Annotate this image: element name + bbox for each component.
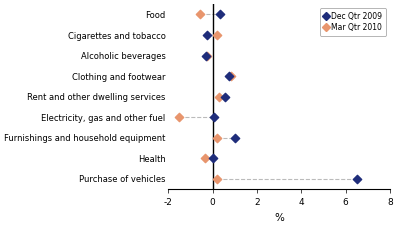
Mar Qtr 2010 (228, 74, 235, 78)
Mar Qtr 2010 (204, 54, 210, 57)
Mar Qtr 2010 (197, 13, 204, 16)
Dec Qtr 2009 (217, 13, 224, 16)
Dec Qtr 2009 (231, 136, 238, 140)
Dec Qtr 2009 (354, 177, 360, 181)
Dec Qtr 2009 (210, 116, 217, 119)
Dec Qtr 2009 (204, 33, 210, 37)
Dec Qtr 2009 (210, 157, 216, 160)
Dec Qtr 2009 (222, 95, 228, 99)
Dec Qtr 2009 (203, 54, 209, 57)
Dec Qtr 2009 (226, 74, 233, 78)
Mar Qtr 2010 (214, 177, 220, 181)
X-axis label: %: % (274, 213, 284, 223)
Mar Qtr 2010 (176, 116, 183, 119)
Mar Qtr 2010 (214, 136, 220, 140)
Legend: Dec Qtr 2009, Mar Qtr 2010: Dec Qtr 2009, Mar Qtr 2010 (320, 8, 386, 36)
Mar Qtr 2010 (216, 95, 222, 99)
Mar Qtr 2010 (202, 157, 208, 160)
Mar Qtr 2010 (214, 33, 220, 37)
